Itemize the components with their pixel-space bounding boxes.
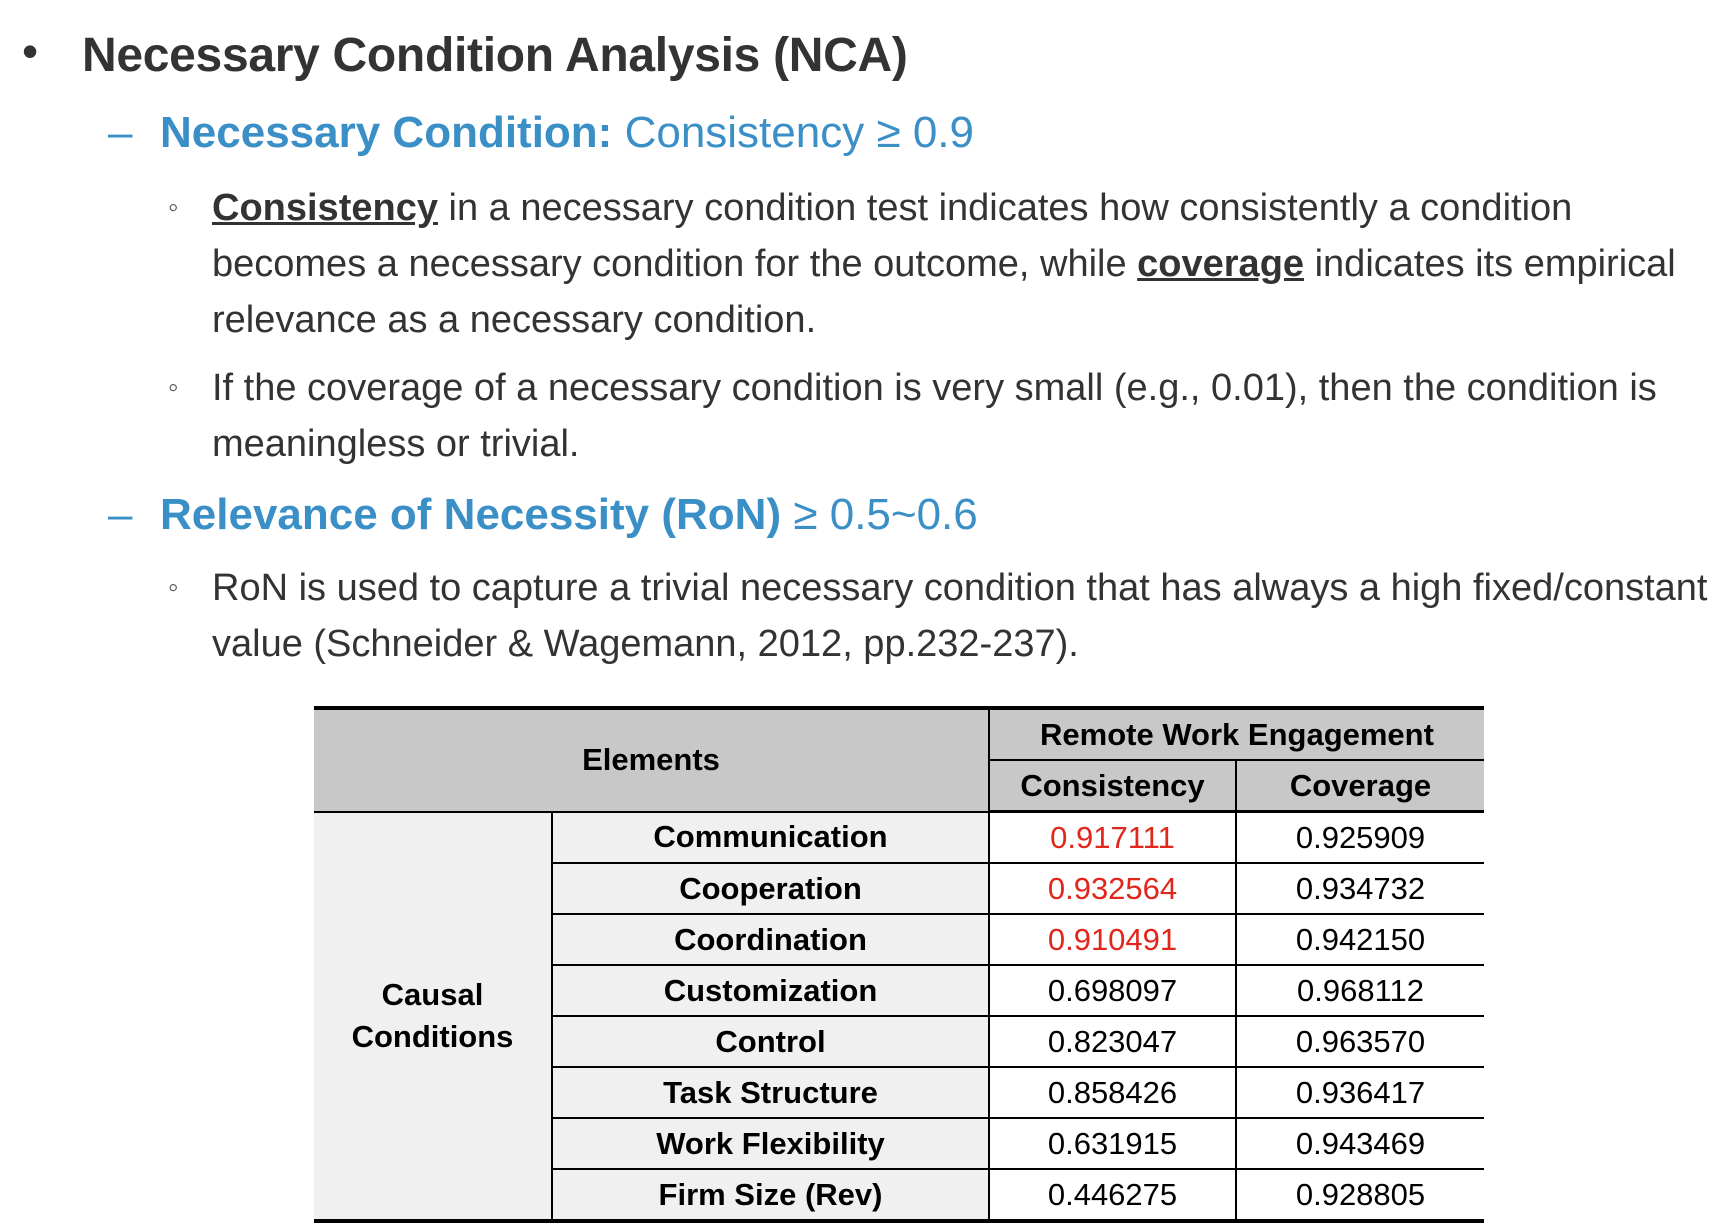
- consistency-cell: 0.631915: [989, 1118, 1237, 1170]
- sub-bullet-marker: ◦: [168, 371, 179, 404]
- section1-dash: –: [108, 108, 133, 157]
- coverage-cell: 0.934732: [1236, 863, 1484, 915]
- elements-header: Elements: [314, 708, 990, 813]
- section1-title: Necessary Condition: Consistency ≥ 0.9: [160, 108, 974, 158]
- coverage-cell: 0.943469: [1236, 1118, 1484, 1170]
- row-label: Control: [552, 1016, 990, 1068]
- section2-title: Relevance of Necessity (RoN) ≥ 0.5~0.6: [160, 490, 978, 540]
- consistency-cell: 0.698097: [989, 965, 1237, 1017]
- coverage-cell: 0.968112: [1236, 965, 1484, 1017]
- row-label: Communication: [552, 811, 990, 864]
- bullet-text-part2: indicates its empirical relevance as a n…: [212, 243, 1676, 341]
- main-heading: • Necessary Condition Analysis (NCA): [0, 22, 1728, 92]
- nca-results-table: Elements Remote Work Engagement Consiste…: [314, 706, 1484, 1223]
- consistency-cell: 0.910491: [989, 914, 1237, 966]
- consistency-cell: 0.858426: [989, 1067, 1237, 1119]
- coverage-cell: 0.928805: [1295, 1176, 1426, 1212]
- coverage-cell: 0.963570: [1236, 1016, 1484, 1068]
- causal-label-line2: Conditions: [351, 1018, 514, 1054]
- sub-bullet-marker: ◦: [168, 571, 179, 604]
- section2-title-bold: Relevance of Necessity (RoN): [160, 490, 782, 539]
- section-ron: – Relevance of Necessity (RoN) ≥ 0.5~0.6: [0, 486, 1728, 546]
- section1-title-rest: Consistency ≥ 0.9: [612, 108, 974, 157]
- heading-text: Necessary Condition Analysis (NCA): [82, 29, 908, 82]
- row-label: Work Flexibility: [552, 1118, 990, 1170]
- sub-bullet-marker: ◦: [168, 191, 179, 224]
- coverage-cell: 0.925909: [1236, 811, 1484, 864]
- consistency-cell: 0.917111: [989, 811, 1237, 864]
- section1-title-bold: Necessary Condition:: [160, 108, 613, 157]
- consistency-cell: 0.932564: [989, 863, 1237, 915]
- row-label: Customization: [552, 965, 990, 1017]
- causal-conditions-label: Causal Conditions: [314, 811, 553, 1223]
- consistency-cell: 0.446275: [989, 1169, 1237, 1221]
- coverage-cell: 0.942150: [1236, 914, 1484, 966]
- row-label: Cooperation: [552, 863, 990, 915]
- coverage-cell: 0.936417: [1236, 1067, 1484, 1119]
- row-label: Task Structure: [552, 1067, 990, 1119]
- section2-dash: –: [108, 490, 133, 539]
- bullet-text: RoN is used to capture a trivial necessa…: [212, 567, 1708, 665]
- heading-bullet: •: [22, 25, 39, 77]
- bullet-text: If the coverage of a necessary condition…: [212, 367, 1657, 465]
- term-consistency: Consistency: [212, 187, 438, 229]
- row-label: Coordination: [552, 914, 990, 966]
- row-label: Firm Size (Rev): [552, 1169, 990, 1221]
- group-header: Remote Work Engagement: [989, 708, 1484, 761]
- term-coverage: coverage: [1137, 243, 1305, 285]
- consistency-cell: 0.823047: [989, 1016, 1237, 1068]
- bullet-text-part1: in a necessary condition test indicates …: [212, 187, 1573, 285]
- consistency-header: Consistency: [989, 760, 1237, 813]
- coverage-header: Coverage: [1236, 760, 1484, 813]
- bullet-text: Consistency in a necessary condition tes…: [212, 180, 1722, 348]
- causal-label-line1: Causal: [381, 976, 484, 1012]
- section2-title-rest: ≥ 0.5~0.6: [781, 490, 978, 539]
- section-necessary-condition: – Necessary Condition: Consistency ≥ 0.9: [0, 104, 1728, 164]
